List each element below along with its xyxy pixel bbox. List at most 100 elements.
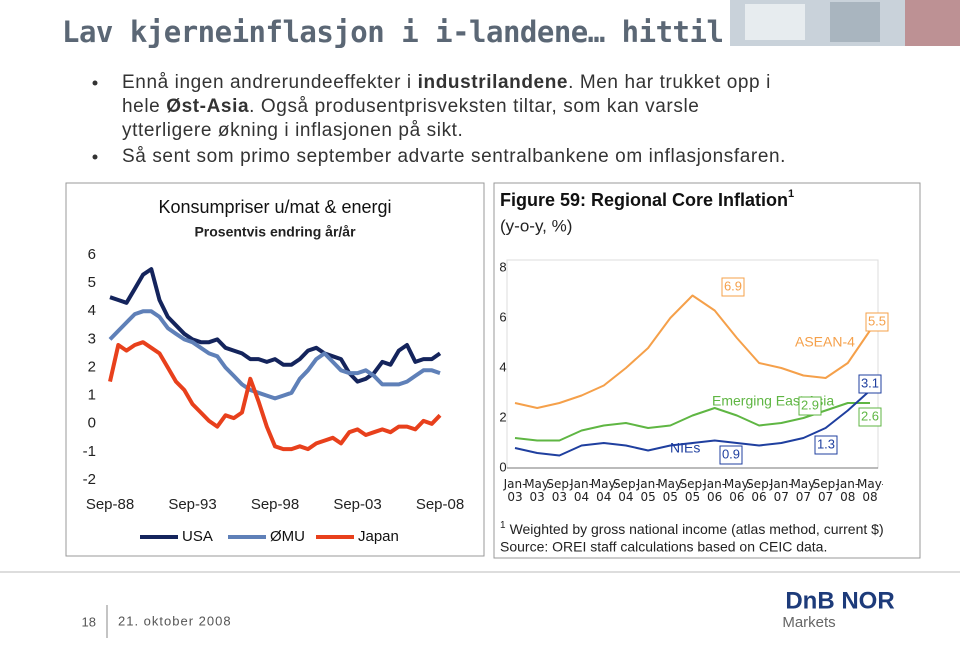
x-tick-label: May-05: [657, 478, 683, 504]
bullet-dot: [92, 154, 98, 160]
logo-sub: Markets: [782, 614, 835, 631]
x-tick-label: Sep-08: [416, 496, 464, 513]
y-tick-label: 8: [499, 259, 506, 274]
x-tick-box: Sep-06: [746, 478, 773, 504]
callout-box: [721, 277, 745, 297]
page-number: 18: [82, 614, 96, 629]
bullet-text: Så sent som primo september advarte sent…: [122, 146, 786, 167]
bullet-dot: [92, 80, 98, 86]
y-tick-label: 1: [88, 387, 96, 404]
y-tick-label: 0: [499, 459, 506, 474]
series-label: NIEs: [670, 440, 700, 456]
text-segment: ytterligere økning i inflasjonen på sikt…: [122, 120, 463, 141]
callout-label: 6.9: [724, 278, 742, 293]
x-tick-label: Sep-03: [333, 496, 381, 513]
header-image-part: [745, 4, 805, 40]
x-tick-label: May-03: [524, 478, 550, 504]
series-line: [108, 309, 441, 401]
series-label: ASEAN-4: [795, 334, 855, 350]
x-tick-box: Jan-04: [570, 478, 593, 504]
x-tick-box: May-04: [590, 478, 617, 504]
x-tick-label: Jan-04: [570, 478, 593, 504]
callout-label: 2.6: [861, 408, 879, 423]
series-line: [514, 294, 871, 409]
x-tick-label: Jan-03: [503, 478, 527, 504]
x-tick-label: Jan-07: [769, 478, 793, 504]
x-tick-box: May-03: [524, 478, 550, 504]
bullet-text: Ennå ingen andrerundeeffekter i industri…: [122, 72, 771, 93]
callout-box: [858, 407, 882, 427]
text-segment: Øst-Asia: [166, 96, 249, 117]
x-tick-label: Sep-88: [86, 496, 134, 513]
x-tick-label: May-06: [723, 478, 750, 504]
x-tick-box: Sep-05: [679, 478, 706, 504]
callout-label: 0.9: [722, 446, 740, 461]
callout-box: [858, 374, 882, 394]
title-band: [0, 0, 730, 46]
text-segment: hele: [122, 96, 166, 117]
title-text: Figure 59: Regional Core Inflation: [500, 190, 788, 210]
x-tick-label: Sep-07: [812, 478, 839, 504]
chart-title: Konsumpriser u/mat & energi: [158, 197, 391, 217]
x-tick-label: Sep-05: [679, 478, 706, 504]
callout-box: [798, 396, 822, 416]
source-note: Source: OREI staff calculations based on…: [500, 539, 827, 555]
series-line: [514, 389, 871, 457]
legend-label: ØMU: [270, 528, 305, 545]
text-segment: Så sent som primo september advarte sent…: [122, 146, 786, 167]
x-tick-label: May-07: [790, 478, 816, 504]
bullet-text: hele Øst-Asia. Også produsentprisveksten…: [122, 96, 699, 117]
x-tick-label: Sep-98: [251, 496, 299, 513]
footnote-mark: 1: [500, 520, 506, 531]
x-tick-box: Jan-07: [769, 478, 793, 504]
y-tick-label: -1: [83, 443, 96, 460]
logo: DnB NOR: [785, 587, 894, 614]
x-tick-box: May-05: [657, 478, 683, 504]
text-segment: . Men har trukket opp i: [568, 72, 771, 93]
callout-label: 3.1: [861, 375, 879, 390]
callout-box: [865, 312, 889, 332]
legend-label: USA: [182, 528, 213, 545]
chart-title: Figure 59: Regional Core Inflation1: [500, 188, 794, 210]
x-tick-box: May-07: [790, 478, 816, 504]
x-tick-box: Sep-04: [612, 478, 639, 504]
callout-label: 5.5: [868, 313, 886, 328]
text-segment: . Også produsentprisveksten tiltar, som …: [249, 96, 699, 117]
x-tick-label: Sep-06: [746, 478, 773, 504]
chart-subtitle: Prosentvis endring år/år: [194, 224, 356, 240]
series-line: [108, 340, 442, 452]
chart-frame: [493, 182, 921, 559]
slide-title: Lav kjerneinflasjon i i-landene… hittil: [62, 15, 723, 49]
y-tick-label: 6: [499, 309, 506, 324]
callout-box: [719, 445, 743, 465]
y-tick-label: 3: [88, 330, 96, 347]
x-tick-box: Jan-03: [503, 478, 527, 504]
x-tick-box: Jan-06: [703, 478, 726, 504]
x-tick-label: May-08: [857, 478, 883, 504]
bullet-text: ytterligere økning i inflasjonen på sikt…: [122, 120, 463, 141]
header-image-part: [830, 2, 880, 42]
header-image-part: [905, 0, 960, 46]
text-segment: industrilandene: [418, 72, 568, 93]
x-tick-label: May-04: [590, 478, 617, 504]
x-tick-label: Sep-03: [546, 478, 573, 504]
x-tick-label: Jan-08: [836, 478, 860, 504]
legend-label: Japan: [358, 528, 399, 545]
callout-label: 1.3: [817, 436, 835, 451]
y-tick-label: 5: [88, 274, 96, 291]
x-tick-box: Sep-07: [812, 478, 839, 504]
x-tick-label: Sep-04: [612, 478, 639, 504]
y-tick-label: 4: [499, 359, 506, 374]
callout-label: 2.9: [801, 397, 819, 412]
y-tick-label: 2: [499, 409, 506, 424]
series-line: [109, 267, 442, 384]
x-tick-label: Jan-05: [636, 478, 660, 504]
chart-frame: [65, 182, 485, 557]
footer-date: 21. oktober 2008: [118, 613, 232, 628]
y-tick-label: 6: [88, 246, 96, 263]
x-tick-box: Jan-05: [636, 478, 660, 504]
x-tick-box: Jan-08: [836, 478, 860, 504]
footnote: 1 Weighted by gross national income (atla…: [500, 520, 884, 537]
footnote-text: Weighted by gross national income (atlas…: [510, 521, 884, 537]
